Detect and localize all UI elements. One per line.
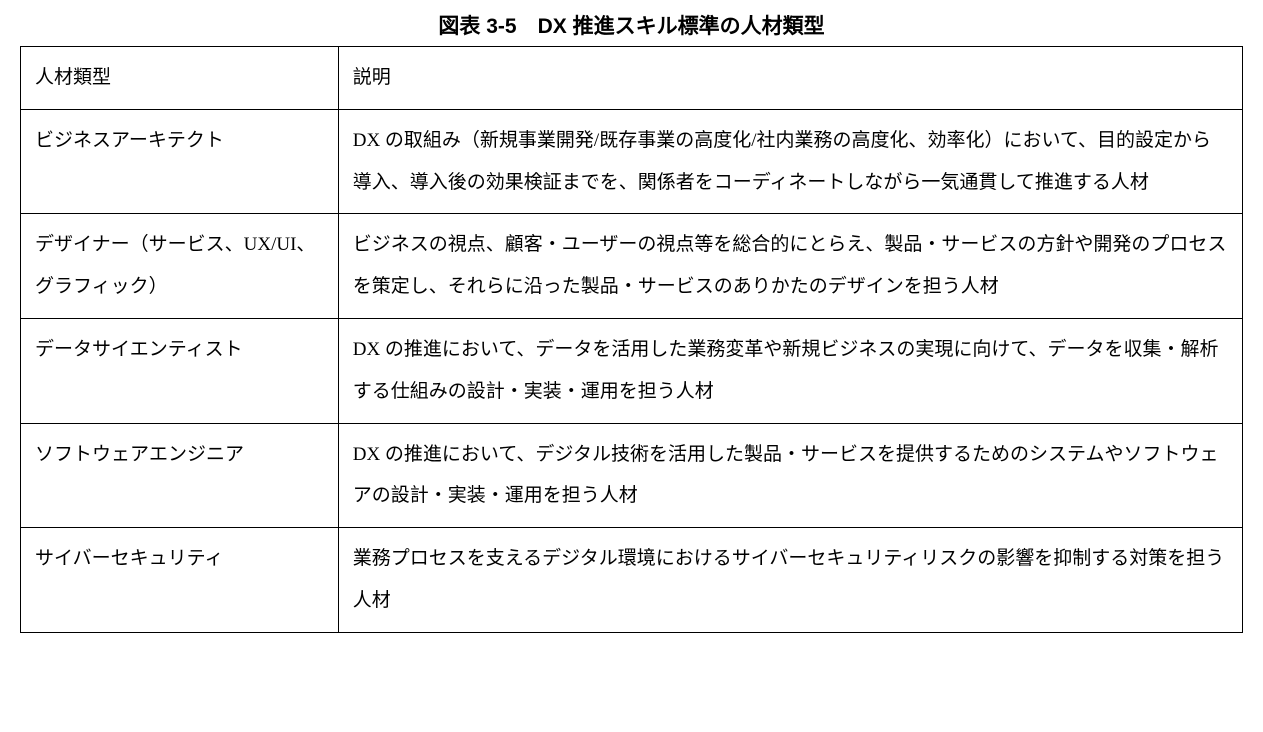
talent-type-table: 人材類型 説明 ビジネスアーキテクト DX の取組み（新規事業開発/既存事業の高… (20, 46, 1243, 633)
table-row: ソフトウェアエンジニア DX の推進において、デジタル技術を活用した製品・サービ… (21, 423, 1243, 528)
table-row: デザイナー（サービス、UX/UI、グラフィック） ビジネスの視点、顧客・ユーザー… (21, 214, 1243, 319)
header-col1: 人材類型 (21, 47, 339, 110)
table-row: データサイエンティスト DX の推進において、データを活用した業務変革や新規ビジ… (21, 318, 1243, 423)
row-col1: デザイナー（サービス、UX/UI、グラフィック） (21, 214, 339, 319)
row-col1: データサイエンティスト (21, 318, 339, 423)
row-col2: DX の推進において、デジタル技術を活用した製品・サービスを提供するためのシステ… (338, 423, 1242, 528)
table-header-row: 人材類型 説明 (21, 47, 1243, 110)
table-caption: 図表 3-5 DX 推進スキル標準の人材類型 (20, 10, 1243, 40)
row-col1: ビジネスアーキテクト (21, 109, 339, 214)
row-col2: ビジネスの視点、顧客・ユーザーの視点等を総合的にとらえ、製品・サービスの方針や開… (338, 214, 1242, 319)
table-row: ビジネスアーキテクト DX の取組み（新規事業開発/既存事業の高度化/社内業務の… (21, 109, 1243, 214)
row-col2: 業務プロセスを支えるデジタル環境におけるサイバーセキュリティリスクの影響を抑制す… (338, 528, 1242, 633)
row-col1: ソフトウェアエンジニア (21, 423, 339, 528)
table-row: サイバーセキュリティ 業務プロセスを支えるデジタル環境におけるサイバーセキュリテ… (21, 528, 1243, 633)
row-col2: DX の取組み（新規事業開発/既存事業の高度化/社内業務の高度化、効率化）におい… (338, 109, 1242, 214)
header-col2: 説明 (338, 47, 1242, 110)
row-col2: DX の推進において、データを活用した業務変革や新規ビジネスの実現に向けて、デー… (338, 318, 1242, 423)
row-col1: サイバーセキュリティ (21, 528, 339, 633)
